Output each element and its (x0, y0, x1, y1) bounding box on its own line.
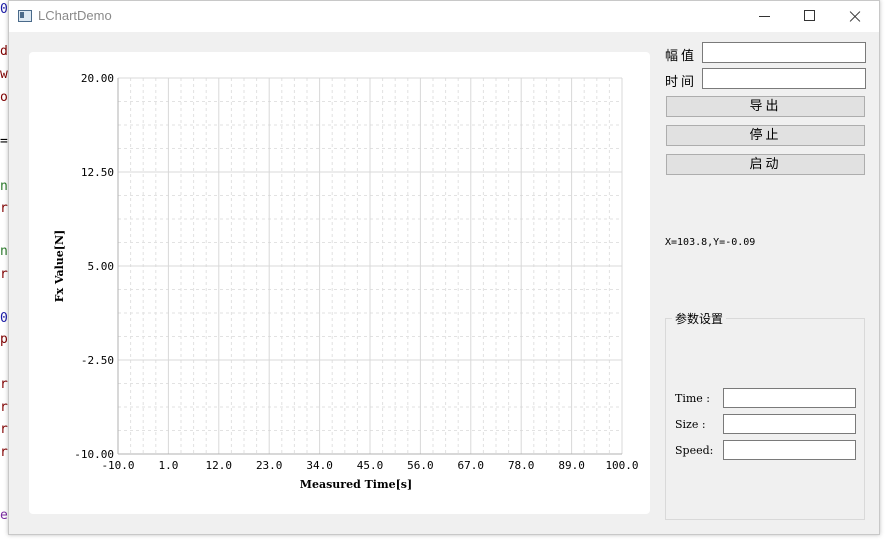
params-groupbox (665, 318, 865, 520)
param-speed-input[interactable] (723, 440, 856, 460)
x-tick-label: 89.0 (558, 459, 585, 472)
x-tick-label: 34.0 (306, 459, 333, 472)
background-code-char: o (0, 91, 8, 104)
export-button[interactable]: 导出 (666, 96, 865, 117)
y-tick-label: -10.00 (74, 448, 114, 461)
param-size-label: Size : (675, 418, 706, 431)
time-input[interactable] (702, 68, 866, 89)
y-tick-label: 5.00 (88, 260, 115, 273)
background-code-char: 0 (0, 3, 8, 16)
maximize-icon[interactable] (787, 1, 833, 32)
x-tick-label: 100.0 (605, 459, 638, 472)
background-code-char: = (0, 135, 8, 148)
app-icon (18, 10, 32, 22)
background-code-char: p (0, 333, 8, 346)
y-axis-title: Fx Value[N] (53, 230, 66, 303)
amplitude-input[interactable] (702, 42, 866, 63)
background-code-char: n (0, 180, 8, 193)
background-editor-strip: 0 d w o = n r n r 0 p r r r r e (0, 0, 10, 541)
start-button[interactable]: 启动 (666, 154, 865, 175)
y-tick-label: -2.50 (81, 354, 114, 367)
background-code-char: e (0, 509, 8, 522)
title-bar: LChartDemo (9, 1, 879, 32)
coordinate-readout: X=103.8,Y=-0.09 (665, 237, 756, 248)
y-tick-label: 12.50 (81, 166, 114, 179)
x-tick-label: 78.0 (508, 459, 535, 472)
params-group-title: 参数设置 (672, 310, 727, 327)
time-label: 时间 (665, 75, 698, 90)
background-code-char: r (0, 268, 8, 281)
background-code-char: 0 (0, 312, 8, 325)
app-window: LChartDemo -10.0 1.0 12.0 23.0 34.0 45.0 56.0 6… (8, 0, 880, 535)
background-code-char: r (0, 446, 8, 459)
x-tick-label: 56.0 (407, 459, 434, 472)
amplitude-label: 幅值 (665, 49, 698, 64)
background-code-char: w (0, 68, 8, 81)
background-code-char: n (0, 245, 8, 258)
background-code-char: r (0, 401, 8, 414)
chart-tick-labels: -10.0 1.0 12.0 23.0 34.0 45.0 56.0 67.0 78.0 89.0… (74, 72, 638, 472)
y-tick-label: 20.00 (81, 72, 114, 85)
chart-grid (117, 77, 623, 455)
stop-button[interactable]: 停止 (666, 125, 865, 146)
window-title: LChartDemo (38, 8, 112, 23)
close-icon[interactable] (832, 1, 878, 32)
x-tick-label: 23.0 (256, 459, 283, 472)
x-tick-label: -10.0 (101, 459, 134, 472)
background-code-char: d (0, 45, 8, 58)
param-time-input[interactable] (723, 388, 856, 408)
line-chart[interactable]: -10.0 1.0 12.0 23.0 34.0 45.0 56.0 67.0 78.0 89.0… (29, 52, 650, 514)
param-speed-label: Speed: (675, 444, 714, 457)
x-tick-label: 67.0 (458, 459, 485, 472)
chart-axes (117, 78, 622, 455)
param-time-label: Time : (675, 392, 710, 405)
background-code-char: r (0, 423, 8, 436)
background-code-char: r (0, 378, 8, 391)
x-axis-title: Measured Time[s] (300, 478, 412, 491)
x-tick-label: 45.0 (357, 459, 384, 472)
x-tick-label: 1.0 (158, 459, 178, 472)
x-tick-label: 12.0 (206, 459, 233, 472)
background-code-char: r (0, 202, 8, 215)
minimize-icon[interactable] (742, 1, 788, 32)
param-size-input[interactable] (723, 414, 856, 434)
chart-panel[interactable]: -10.0 1.0 12.0 23.0 34.0 45.0 56.0 67.0 78.0 89.0… (29, 52, 650, 514)
